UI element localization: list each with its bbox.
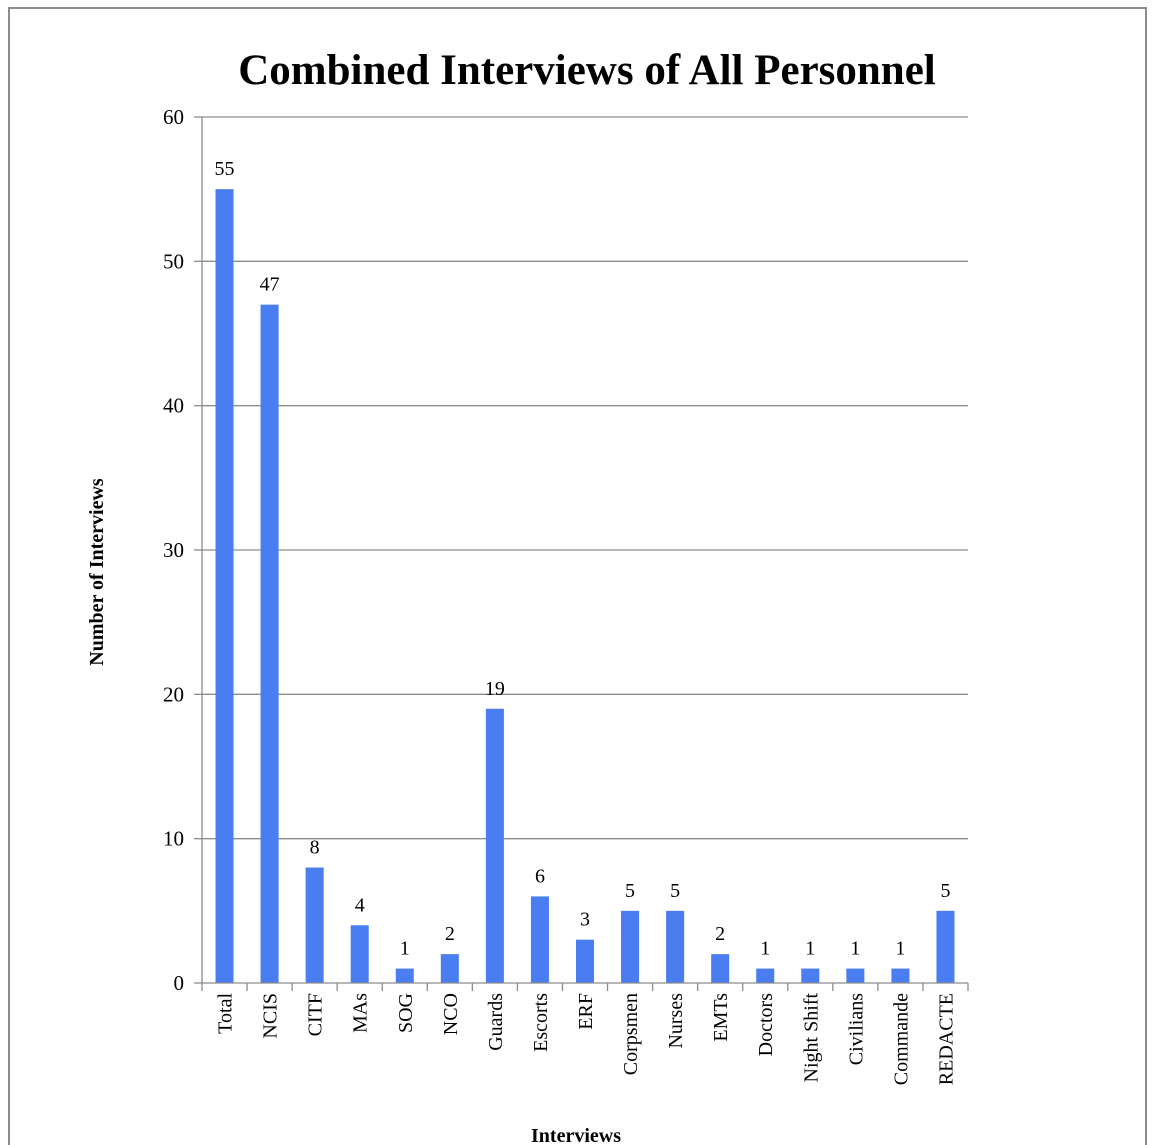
- gridlines: [202, 116, 968, 840]
- data-label: 47: [260, 274, 280, 296]
- y-tick-label: 20: [163, 682, 184, 706]
- bar: [891, 968, 910, 983]
- x-tick-label: REDACTE: [935, 993, 957, 1085]
- x-tick-label: EMTs: [710, 993, 732, 1042]
- bar: [801, 968, 820, 983]
- data-label: 5: [625, 880, 635, 902]
- data-label: 55: [215, 158, 235, 180]
- chart-title: Combined Interviews of All Personnel: [238, 47, 936, 94]
- data-label: 1: [805, 938, 815, 960]
- x-tick-label: SOG: [395, 993, 417, 1033]
- x-tick-label: Night Shift: [800, 993, 822, 1083]
- x-tick-label: NCO: [440, 993, 462, 1035]
- data-label: 5: [940, 880, 950, 902]
- bars: [215, 189, 955, 984]
- y-tick-label: 0: [174, 971, 185, 995]
- bar: [350, 925, 369, 983]
- data-label: 1: [400, 938, 410, 960]
- x-tick-label: Total: [215, 993, 237, 1034]
- x-tick-label: CITF: [305, 993, 327, 1036]
- data-label: 4: [355, 894, 365, 916]
- y-tick-label: 10: [163, 827, 184, 851]
- y-tick-label: 30: [163, 538, 184, 562]
- bar: [756, 968, 775, 983]
- x-tick-label: MAs: [350, 993, 372, 1033]
- x-tick-label: Nurses: [665, 993, 687, 1049]
- bar: [305, 867, 324, 983]
- bar: [621, 910, 640, 983]
- x-axis-title: Interviews: [531, 1125, 621, 1145]
- bar: [666, 910, 685, 983]
- bar: [215, 189, 234, 983]
- x-tick-label: Guards: [485, 993, 507, 1051]
- data-label: 8: [310, 837, 320, 859]
- data-label: 2: [715, 923, 725, 945]
- bar-chart: Combined Interviews of All Personnel 0 10…: [86, 47, 969, 1145]
- chart-frame: Combined Interviews of All Personnel 0 10…: [8, 7, 1147, 1145]
- data-label: 5: [670, 880, 680, 902]
- data-label: 19: [485, 678, 505, 700]
- x-tick-label: ERF: [575, 993, 597, 1030]
- bar: [485, 708, 504, 983]
- bar: [440, 954, 459, 983]
- x-tick-label: Commande: [890, 993, 912, 1085]
- bar: [260, 304, 279, 984]
- bar: [395, 968, 414, 983]
- data-label: 6: [535, 865, 545, 887]
- y-axis-title: Number of Interviews: [86, 478, 108, 666]
- bar: [846, 968, 865, 983]
- x-tick-label: Escorts: [530, 993, 552, 1052]
- data-label: 1: [760, 938, 770, 960]
- y-tick-label: 60: [163, 105, 184, 129]
- y-tick-label: 40: [163, 394, 184, 418]
- x-tick-label: Corpsmen: [620, 993, 642, 1075]
- axes: [194, 116, 969, 991]
- bar: [711, 954, 730, 983]
- data-label: 1: [895, 938, 905, 960]
- bar: [530, 896, 549, 983]
- x-tick-label: Doctors: [755, 993, 777, 1057]
- bar: [575, 939, 595, 983]
- x-tick-label: Civilians: [845, 993, 867, 1065]
- y-tick-label: 50: [163, 249, 184, 273]
- data-label: 2: [445, 923, 455, 945]
- data-label: 3: [580, 909, 590, 931]
- data-label: 1: [850, 938, 860, 960]
- labels: 010203040506055Total47NCIS8CITF4MAs1SOG2…: [163, 105, 957, 1085]
- bar: [936, 910, 955, 983]
- x-tick-label: NCIS: [260, 993, 282, 1039]
